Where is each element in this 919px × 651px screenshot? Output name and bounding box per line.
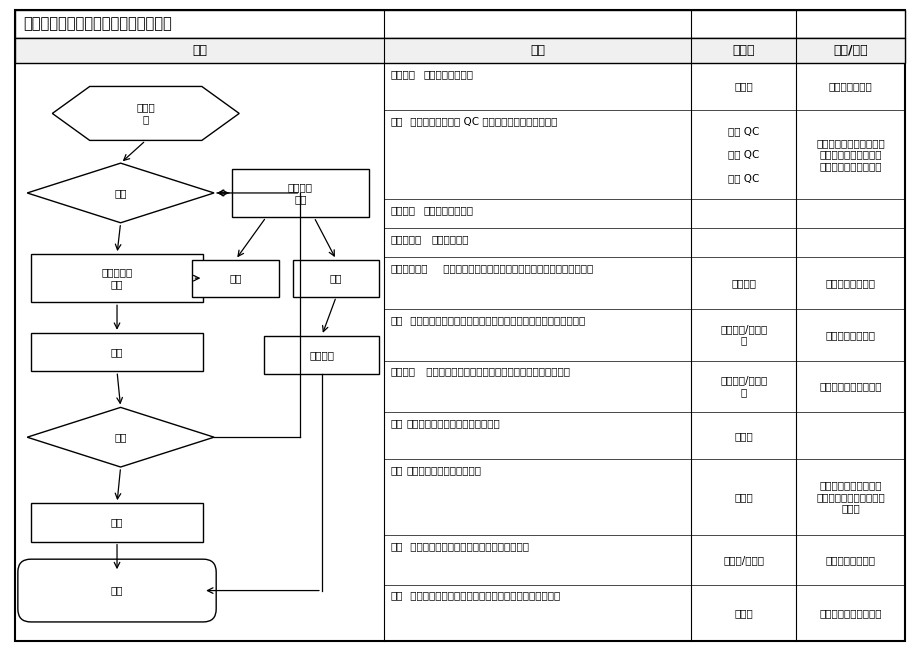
Text: 流程: 流程 (192, 44, 207, 57)
Text: 检验员: 检验员 (733, 492, 753, 502)
Text: 现场 QC

现场 QC

现场 QC: 现场 QC 现场 QC 现场 QC (728, 126, 759, 183)
FancyBboxPatch shape (17, 559, 216, 622)
Text: 通知有关人员: 通知有关人员 (390, 263, 427, 273)
Text: 原料投产: 原料投产 (390, 69, 414, 79)
Text: 生产过程中，现场 QC 对各个车间进行巡查，抽检: 生产过程中，现场 QC 对各个车间进行巡查，抽检 (406, 116, 557, 126)
Bar (30, 503, 203, 542)
Text: 《纠正预防措施报告》: 《纠正预防措施报告》 (819, 381, 881, 391)
Text: 品管主管/生产主
管: 品管主管/生产主 管 (720, 324, 766, 346)
Text: ：通知主管；: ：通知主管； (431, 234, 469, 244)
Text: 整改报告: 整改报告 (309, 350, 334, 360)
Text: 成品: 成品 (390, 419, 403, 428)
Bar (293, 260, 379, 297)
Text: 相关人员对该次事件进行原因分析，提出整改意见；: 相关人员对该次事件进行原因分析，提出整改意见； (423, 367, 570, 377)
Bar (15, 10, 904, 38)
Text: 把各项检验记录，检查记录，整改意见书等保存起来。: 把各项检验记录，检查记录，整改意见书等保存起来。 (406, 590, 560, 600)
Text: 巡检: 巡检 (114, 188, 127, 198)
Bar (264, 335, 379, 374)
Text: 继续下一道
工序: 继续下一道 工序 (101, 268, 132, 289)
Text: 通知有关
人员: 通知有关 人员 (288, 182, 312, 204)
Text: 检验员/仓管员: 检验员/仓管员 (722, 555, 764, 564)
Text: 品管主管: 品管主管 (731, 278, 755, 288)
Text: 报废: 报废 (390, 315, 403, 325)
Text: 存档: 存档 (390, 590, 403, 600)
Bar (15, 38, 904, 63)
Text: 《理化指标检验原始记
录》、《微生物检验原始
记录》: 《理化指标检验原始记 录》、《微生物检验原始 记录》 (815, 480, 884, 514)
Text: ：对成品抽样检验各指标；: ：对成品抽样检验各指标； (406, 465, 482, 475)
Text: 入仓: 入仓 (390, 541, 403, 551)
Text: ：半成品经过合格工序生产完成；: ：半成品经过合格工序生产完成； (406, 419, 500, 428)
Text: 检验不合格: 检验不合格 (390, 234, 421, 244)
Text: 整改意见: 整改意见 (390, 367, 414, 377)
Text: 《原料投产单》: 《原料投产单》 (828, 81, 871, 91)
Text: 负责人: 负责人 (732, 44, 754, 57)
Text: 记录/参考: 记录/参考 (833, 44, 868, 57)
Text: 检验合格: 检验合格 (390, 206, 414, 215)
Polygon shape (28, 163, 214, 223)
Text: 检验员: 检验员 (733, 608, 753, 618)
Text: 存档: 存档 (110, 585, 123, 596)
Bar (192, 260, 278, 297)
Text: 品管主管和生产主管决定不合格半成品返工还是报废；: 品管主管和生产主管决定不合格半成品返工还是报废； (439, 263, 592, 273)
Text: 检验: 检验 (390, 465, 403, 475)
Text: 原料投
产: 原料投 产 (136, 103, 155, 124)
Text: 《不合格处理表》: 《不合格处理表》 (825, 330, 875, 340)
Text: ：原料投入生产；: ：原料投入生产； (423, 69, 472, 79)
Bar (30, 254, 203, 302)
Text: 成品: 成品 (110, 347, 123, 357)
Text: 品控部：生产过程质量控制工作流程表: 品控部：生产过程质量控制工作流程表 (23, 16, 172, 31)
Bar (232, 169, 369, 217)
Text: 报废: 报废 (330, 273, 342, 283)
Text: 《产品检验报告》: 《产品检验报告》 (825, 555, 875, 564)
Text: ：继续一道工序；: ：继续一道工序； (423, 206, 472, 215)
Text: 生产部: 生产部 (733, 81, 753, 91)
Text: 生产部: 生产部 (733, 431, 753, 441)
Text: 检验合格产品在放行单上签字，入仓保存；: 检验合格产品在放行单上签字，入仓保存； (406, 541, 528, 551)
Text: 巡检: 巡检 (390, 116, 403, 126)
Polygon shape (28, 408, 214, 467)
Text: 对有问题的成品进行销毁，并对该次事件提出合理的整改建议；: 对有问题的成品进行销毁，并对该次事件提出合理的整改建议； (406, 315, 584, 325)
Text: 入仓: 入仓 (110, 518, 123, 527)
Text: 叙述: 叙述 (529, 44, 545, 57)
Polygon shape (52, 87, 239, 141)
Text: 《入仓单》等相关文件: 《入仓单》等相关文件 (819, 608, 881, 618)
Text: 返工: 返工 (229, 273, 242, 283)
Text: 《车间卫生检查记录》、
《车间巡检记录》《工
器具破损检查记录》等: 《车间卫生检查记录》、 《车间巡检记录》《工 器具破损检查记录》等 (815, 138, 884, 171)
Text: 品管主管/生产主
管: 品管主管/生产主 管 (720, 376, 766, 397)
Text: 《不合格处理表》: 《不合格处理表》 (825, 278, 875, 288)
Bar (30, 333, 203, 371)
Text: 检验: 检验 (114, 432, 127, 442)
